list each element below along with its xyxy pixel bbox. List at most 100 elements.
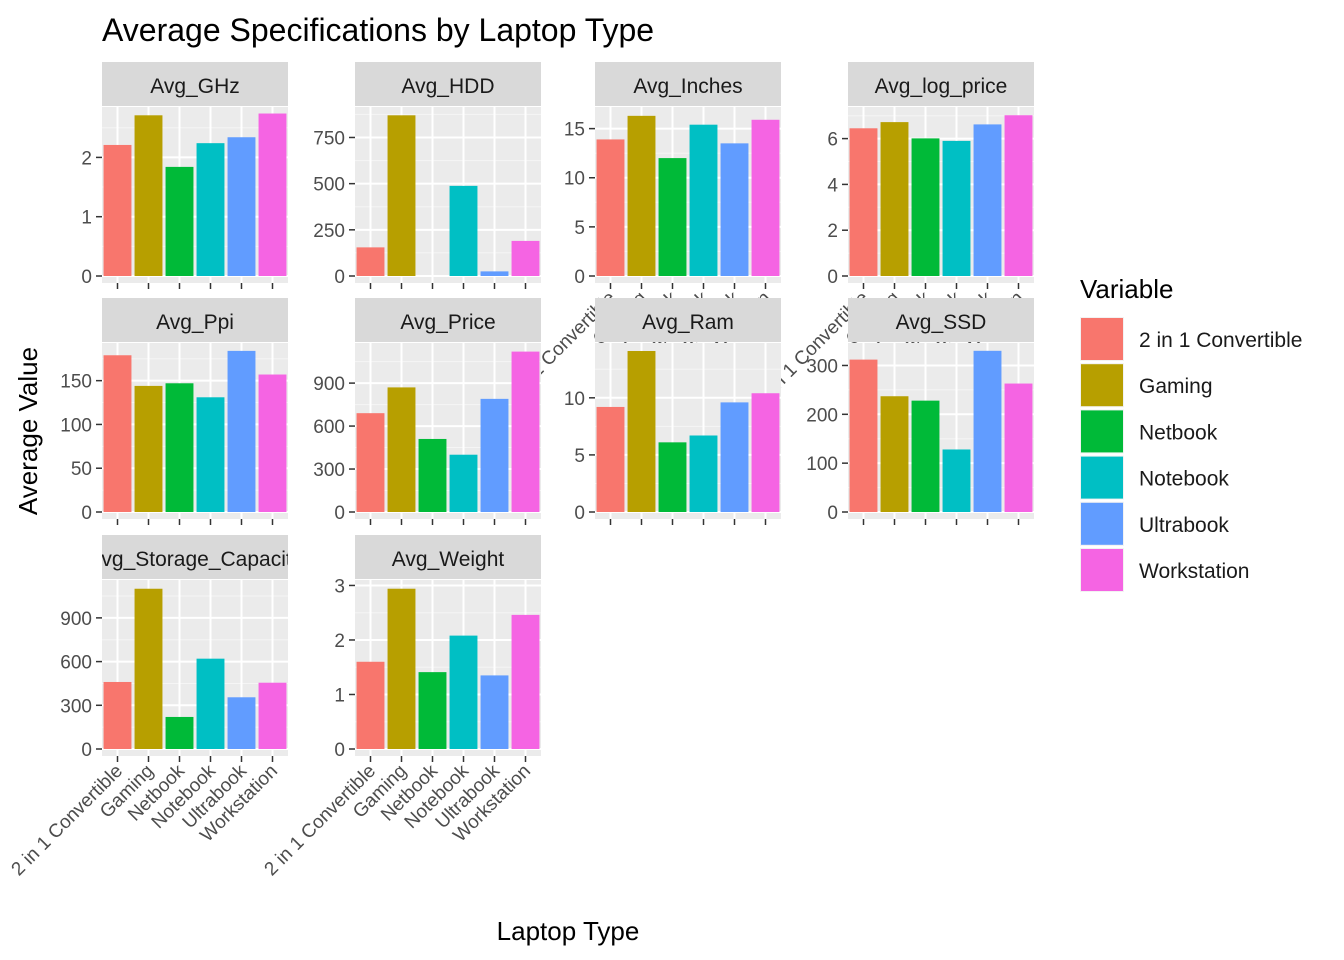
bar-avg-ghz-netbook [165,166,194,276]
bar-avg-ssd-ultrabook [973,350,1002,512]
bar-avg-weight-ultrabook [480,675,509,749]
bar-avg-ghz-gaming [134,115,163,276]
y-tick-label: 0 [81,503,92,524]
y-tick-label: 0 [827,267,838,288]
y-tick-label: 50 [71,459,92,480]
bar-avg-ram-gaming [627,350,656,512]
legend-label-gaming: Gaming [1139,375,1213,398]
legend-swatch-2-in-1-convertible [1081,318,1123,360]
facet-strip [355,535,541,579]
facet-strip [102,535,288,579]
bar-avg-log-price-gaming [880,122,909,276]
y-tick-label: 10 [564,169,585,190]
panel-background [848,107,1034,283]
bar-avg-inches-netbook [658,158,687,276]
facet-strip [595,62,781,106]
bar-avg-ghz-workstation [258,113,287,277]
bar-avg-price-ultrabook [480,398,509,512]
facet-strip [102,62,288,106]
facet-avg-ram: Avg_Ram 0 5 10 [564,298,781,525]
bar-avg-storage-capacity-notebook [196,658,225,749]
y-tick-label: 2 [81,148,92,169]
bar-avg-log-price-ultrabook [973,124,1002,276]
facet-avg-ssd: Avg_SSD 0 100 200 300 [806,298,1034,525]
y-tick-label: 100 [60,415,92,436]
bar-avg-ssd-workstation [1004,383,1033,512]
y-tick-label: 6 [827,130,838,151]
y-tick-label: 0 [334,740,345,761]
facet-strip [102,298,288,342]
panel-background [355,107,541,283]
y-tick-label: 0 [574,503,585,524]
bar-avg-inches-notebook [689,124,718,277]
bar-avg-ppi-notebook [196,397,225,512]
facet-strip-label: Avg_Ram [642,311,734,334]
bar-avg-inches-workstation [751,119,780,276]
x-axis-title: Laptop Type [497,916,640,946]
y-tick-label: 5 [574,218,585,239]
facet-avg-ghz: Avg_GHz 0 1 2 [81,62,288,289]
legend-label-workstation: Workstation [1139,560,1250,583]
y-tick-label: 300 [806,356,838,377]
facet-avg-price: Avg_Price 0 300 600 900 [313,298,541,525]
y-tick-label: 500 [313,175,345,196]
bar-avg-storage-capacity-workstation [258,682,287,749]
bar-avg-hdd-2-in-1-convertible [356,247,385,276]
y-tick-label: 15 [564,120,585,141]
y-tick-label: 2 [334,631,345,652]
y-tick-label: 10 [564,389,585,410]
bar-avg-storage-capacity-gaming [134,588,163,749]
bar-avg-ssd-netbook [911,400,940,512]
bar-avg-price-netbook [418,438,447,512]
y-tick-label: 300 [60,696,92,717]
y-tick-label: 0 [827,503,838,524]
bar-avg-ram-ultrabook [720,402,749,512]
bar-avg-weight-workstation [511,614,540,749]
bar-avg-ssd-notebook [942,449,971,512]
y-tick-label: 5 [574,446,585,467]
legend-swatch-gaming [1081,364,1123,407]
bar-avg-weight-2-in-1-convertible [356,661,385,749]
y-tick-label: 1 [334,685,345,706]
bar-avg-storage-capacity-2-in-1-convertible [103,681,132,749]
y-tick-label: 0 [574,267,585,288]
bar-avg-price-2-in-1-convertible [356,413,385,512]
y-tick-label: 0 [334,503,345,524]
bar-avg-log-price-workstation [1004,115,1033,277]
y-tick-label: 600 [60,653,92,674]
bar-avg-ram-notebook [689,435,718,512]
y-tick-label: 0 [81,267,92,288]
facet-strip-label: Avg_Price [400,311,495,334]
bar-avg-ppi-netbook [165,383,194,512]
facet-strip-label: Avg_Ppi [156,311,234,334]
bar-avg-weight-gaming [387,588,416,749]
bar-avg-ppi-workstation [258,374,287,512]
facet-avg-hdd: Avg_HDD 0 250 500 750 [313,62,541,289]
y-tick-label: 900 [60,609,92,630]
facet-strip-label: Avg_log_price [875,75,1008,98]
bar-avg-storage-capacity-netbook [165,716,194,749]
bar-avg-ram-netbook [658,442,687,512]
bar-avg-inches-ultrabook [720,143,749,276]
y-axis-title: Average Value [13,347,43,515]
bar-avg-ppi-2-in-1-convertible [103,355,132,512]
y-tick-label: 750 [313,128,345,149]
facet-strip-label: Avg_Storage_Capacity [88,548,303,571]
bar-avg-ppi-gaming [134,385,163,512]
chart-title: Average Specifications by Laptop Type [102,12,654,48]
bar-avg-inches-2-in-1-convertible [596,139,625,276]
bar-avg-storage-capacity-ultrabook [227,697,256,749]
legend-label-netbook: Netbook [1139,421,1218,444]
bar-avg-inches-gaming [627,115,656,277]
bar-avg-ghz-ultrabook [227,137,256,276]
panel-background [355,343,541,519]
y-tick-label: 0 [81,740,92,761]
bar-avg-price-notebook [449,454,478,512]
y-tick-label: 600 [313,417,345,438]
y-tick-label: 900 [313,374,345,395]
y-tick-label: 250 [313,221,345,242]
facet-strip-label: Avg_Inches [633,75,742,98]
y-tick-label: 300 [313,460,345,481]
facet-strip-label: Avg_HDD [402,75,495,98]
